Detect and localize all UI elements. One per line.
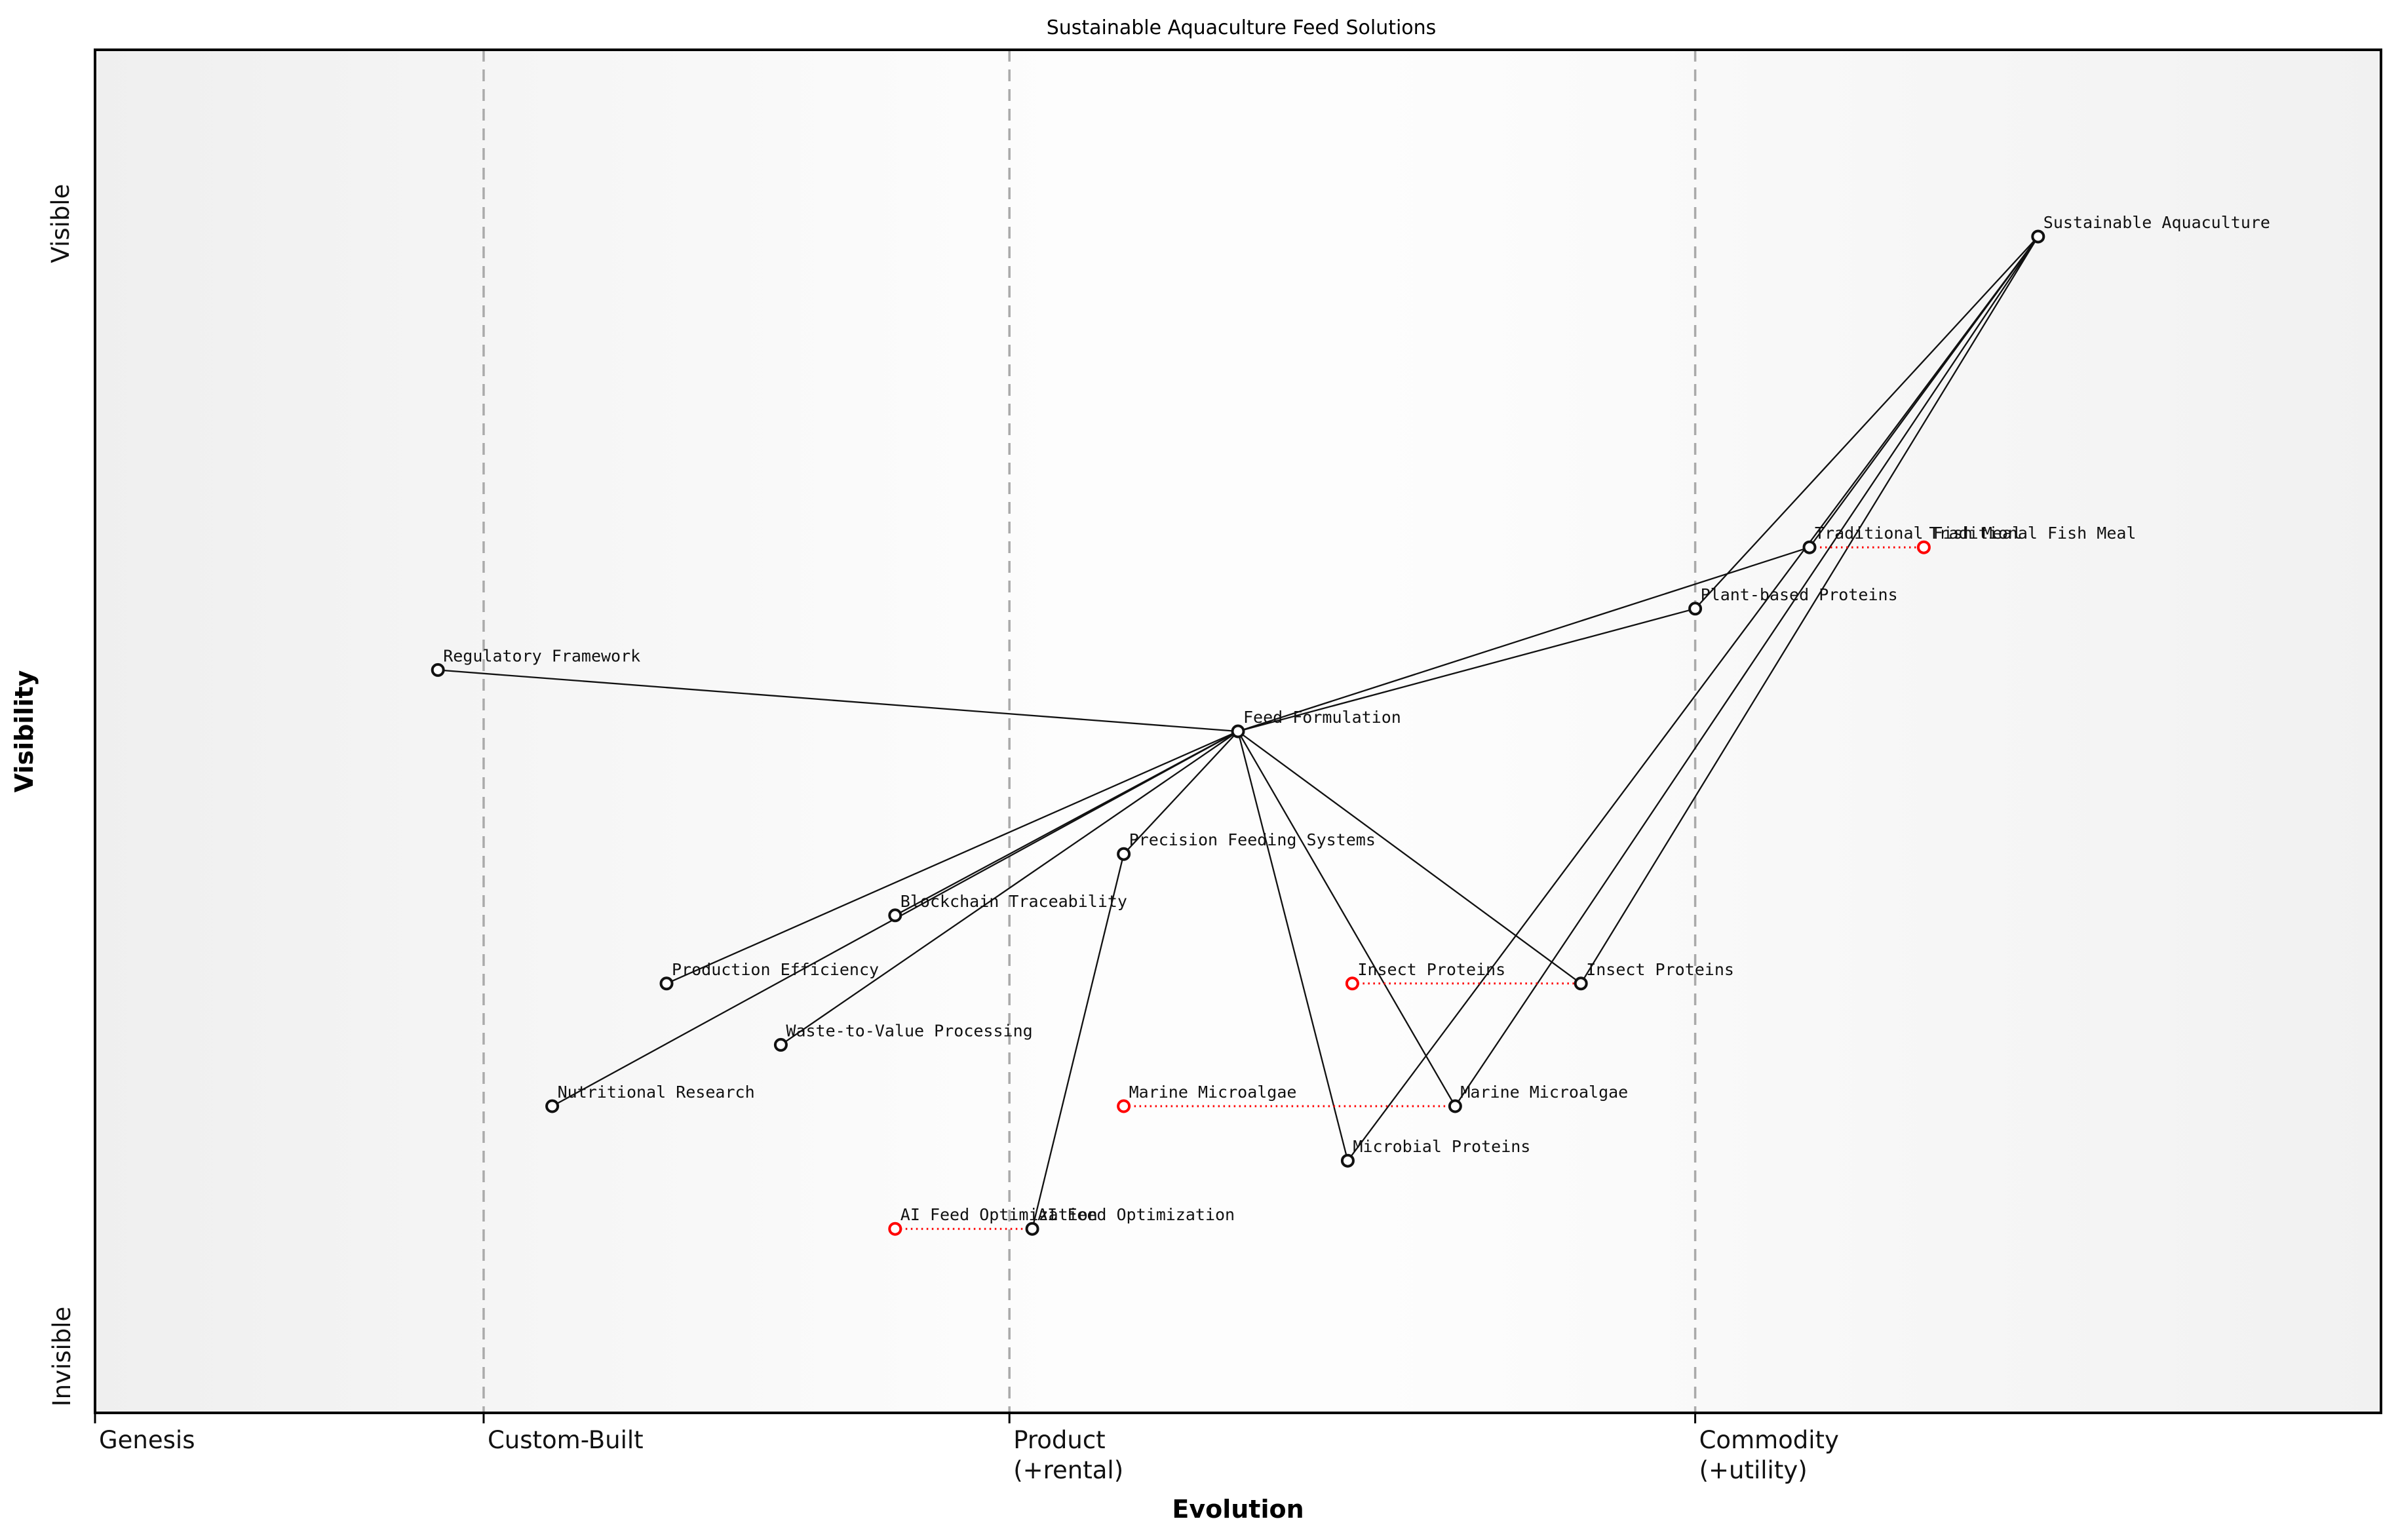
edge-feed-formulation--plant-based-proteins <box>1237 607 1695 733</box>
node-label-nutritional-research: Nutritional Research <box>558 1083 755 1102</box>
node-label-ai-feed-optimization-evolved: AI Feed Optimization <box>900 1205 1098 1224</box>
component-labels: Sustainable Aquaculture Traditional Fish … <box>443 213 2270 1224</box>
node-label-insect-proteins-evolved: Insect Proteins <box>1357 960 1505 979</box>
node-label-sustainable-aquaculture: Sustainable Aquaculture <box>2043 213 2270 232</box>
node-marine-microalgae <box>1448 1099 1462 1113</box>
edge-sustainable-aquaculture--microbial-proteins <box>1347 236 2039 1161</box>
node-sustainable-aquaculture <box>2031 229 2045 244</box>
edge-sustainable-aquaculture--plant-based-proteins <box>1694 236 2039 609</box>
node-label-blockchain-traceability: Blockchain Traceability <box>900 892 1127 911</box>
x-axis-stage-label: Custom-Built <box>488 1426 644 1454</box>
node-label-traditional-fish-meal-evolved: Traditional Fish Meal <box>1929 524 2136 543</box>
y-axis-label-visible: Visible <box>47 184 75 263</box>
x-axis-stage-label: Product (+rental) <box>1013 1426 1123 1484</box>
node-label-precision-feeding-systems: Precision Feeding Systems <box>1129 830 1376 849</box>
edge-feed-formulation--insect-proteins <box>1237 731 1581 984</box>
edge-sustainable-aquaculture--marine-microalgae <box>1454 236 2039 1107</box>
node-marine-microalgae-evolved <box>1117 1099 1131 1113</box>
x-axis-title: Evolution <box>1172 1495 1304 1524</box>
node-waste-to-value-processing <box>773 1037 788 1052</box>
node-label-ai-feed-optimization: AI Feed Optimization <box>1037 1205 1235 1224</box>
map-title: Sustainable Aquaculture Feed Solutions <box>1047 16 1437 39</box>
plot-border <box>94 48 2382 1414</box>
stage-boundaries <box>94 50 1697 1423</box>
edge-feed-formulation--microbial-proteins <box>1237 731 1349 1161</box>
node-label-insect-proteins: Insect Proteins <box>1586 960 1734 979</box>
node-label-traditional-fish-meal: Traditional Fish Meal <box>1815 524 2022 543</box>
node-label-microbial-proteins: Microbial Proteins <box>1353 1137 1530 1156</box>
x-axis-stage-label: Commodity (+utility) <box>1699 1426 1839 1484</box>
edge-precision-feeding-systems--ai-feed-optimization <box>1031 853 1125 1229</box>
edge-feed-formulation--regulatory-framework <box>438 669 1239 733</box>
node-label-marine-microalgae: Marine Microalgae <box>1460 1083 1628 1102</box>
node-label-feed-formulation: Feed Formulation <box>1243 708 1401 727</box>
node-traditional-fish-meal-evolved <box>1916 540 1931 554</box>
node-insect-proteins <box>1574 976 1588 991</box>
node-regulatory-framework <box>431 663 445 677</box>
edge-sustainable-aquaculture--insect-proteins <box>1580 236 2039 984</box>
node-feed-formulation <box>1231 724 1245 739</box>
node-label-production-efficiency: Production Efficiency <box>672 960 879 979</box>
edge-feed-formulation--marine-microalgae <box>1237 731 1456 1107</box>
component-nodes <box>431 229 2045 1236</box>
y-axis-title: Visibility <box>10 670 39 792</box>
evolve-links <box>895 546 1924 1230</box>
node-label-marine-microalgae-evolved: Marine Microalgae <box>1129 1083 1297 1102</box>
x-axis-stage-labels: Genesis Custom-Built Product (+rental) Commo… <box>99 1426 1839 1484</box>
y-axis-label-invisible: Invisible <box>48 1307 76 1407</box>
node-production-efficiency <box>659 976 674 991</box>
node-label-plant-based-proteins: Plant-based Proteins <box>1701 585 1898 604</box>
node-ai-feed-optimization-evolved <box>888 1222 902 1236</box>
node-blockchain-traceability <box>888 908 902 923</box>
x-axis-stage-label: Genesis <box>99 1426 195 1454</box>
node-nutritional-research <box>545 1099 560 1113</box>
node-plant-based-proteins <box>1688 602 1703 616</box>
edge-feed-formulation--waste-to-value-processing <box>780 731 1239 1046</box>
node-insect-proteins-evolved <box>1345 976 1359 991</box>
edge-feed-formulation--traditional-fish-meal <box>1237 547 1810 733</box>
node-traditional-fish-meal <box>1802 540 1817 554</box>
node-precision-feeding-systems <box>1117 847 1131 861</box>
node-label-waste-to-value-processing: Waste-to-Value Processing <box>786 1021 1032 1040</box>
node-label-regulatory-framework: Regulatory Framework <box>443 646 640 665</box>
node-microbial-proteins <box>1340 1153 1355 1168</box>
edge-feed-formulation--production-efficiency <box>666 730 1239 984</box>
dependency-edges <box>438 236 2039 1229</box>
edge-feed-formulation--precision-feeding-systems <box>1123 731 1239 855</box>
node-ai-feed-optimization <box>1025 1222 1039 1236</box>
